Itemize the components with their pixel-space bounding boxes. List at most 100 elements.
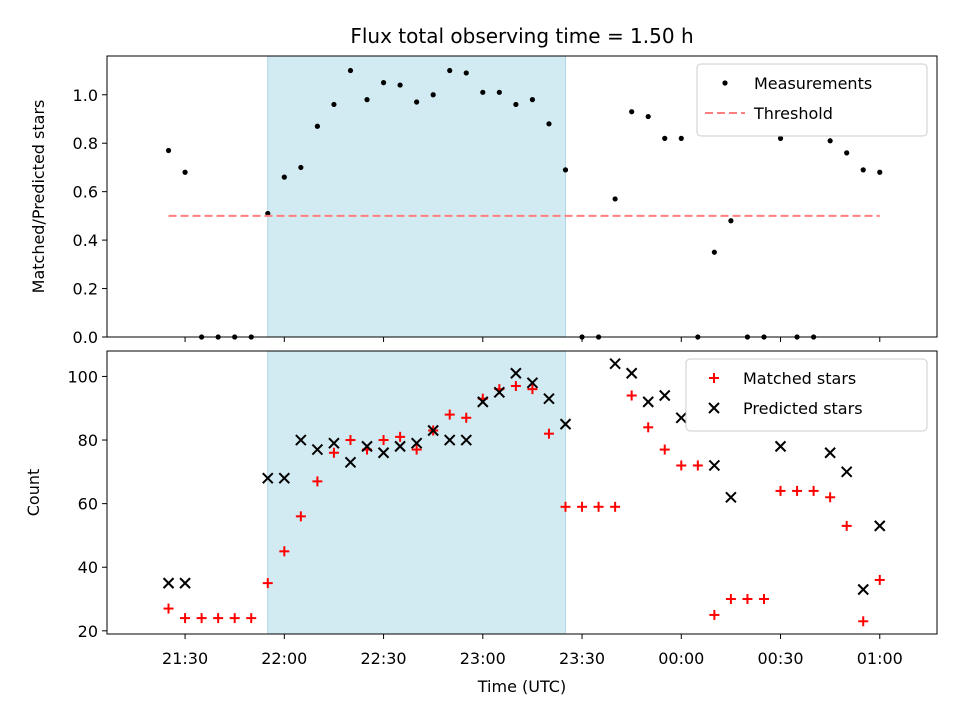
matched-stars-point	[345, 435, 356, 446]
measurement-point	[414, 99, 420, 105]
predicted-stars-point	[559, 418, 572, 430]
shaded-interval	[267, 350, 567, 635]
matched-stars-point	[626, 390, 637, 401]
y-tick-label: 40	[78, 558, 98, 577]
measurement-point	[629, 109, 635, 115]
predicted-stars-point	[394, 440, 406, 453]
predicted-legend-marker	[708, 402, 720, 414]
matched-stars-point	[792, 485, 803, 496]
matched-stars-point	[180, 613, 191, 624]
predicted-stars-point	[328, 437, 340, 449]
matched-stars-point	[262, 578, 273, 589]
matched-stars-point	[213, 613, 224, 624]
legend-label: Matched stars	[743, 369, 856, 388]
matched-stars-point	[229, 613, 240, 624]
predicted-stars-point	[295, 434, 307, 446]
plot-frame	[106, 55, 938, 338]
legend: Matched stars Predicted stars	[685, 358, 928, 432]
y-axis-label: Count	[24, 469, 43, 517]
predicted-stars-point	[344, 456, 357, 468]
matched-stars-point	[246, 613, 257, 624]
legend-label: Threshold	[753, 104, 833, 123]
shaded-interval	[267, 55, 567, 338]
measurement-point	[397, 82, 403, 88]
predicted-stars-point	[510, 367, 522, 379]
predicted-stars-point	[824, 447, 836, 459]
matched-stars-point	[295, 511, 306, 522]
measurement-point	[298, 164, 304, 171]
matched-stars-point	[808, 485, 819, 496]
matched-stars-point	[676, 460, 687, 471]
predicted-stars-point	[262, 472, 274, 484]
measurement-point	[314, 123, 320, 129]
matched-stars-point	[858, 616, 869, 627]
matched-stars-point	[328, 447, 339, 458]
predicted-stars-point	[625, 367, 638, 379]
matched-stars-point	[577, 501, 588, 512]
matched-stars-point	[841, 520, 852, 531]
measurement-point	[265, 210, 271, 217]
predicted-stars-point	[659, 389, 671, 402]
measurement-point	[380, 80, 387, 86]
x-tick-label: 22:00	[261, 649, 307, 668]
matched-stars-point	[163, 603, 174, 614]
y-tick-label: 0.0	[73, 328, 98, 347]
measurement-point	[331, 101, 337, 108]
matched-stars-point	[643, 422, 654, 433]
y-tick-label: 20	[78, 622, 98, 641]
measurement-point	[496, 89, 502, 95]
predicted-stars-point	[840, 466, 853, 478]
matched-stars-point	[692, 460, 703, 471]
predicted-stars-point	[526, 377, 539, 389]
y-tick-label: 100	[67, 367, 98, 386]
predicted-stars-point	[675, 412, 687, 424]
matched-stars-point	[758, 594, 769, 605]
measurement-point	[347, 67, 354, 74]
matched-stars-point	[659, 444, 670, 455]
matched-stars-point	[742, 594, 753, 605]
matched-stars-point	[395, 431, 406, 442]
measurement-point	[364, 97, 370, 103]
top-panel: 0.0 0.2 0.4 0.6 0.8 1.0 Matched/Predicted star…	[29, 55, 938, 347]
measurement-point	[662, 135, 668, 141]
measurement-point	[463, 70, 469, 76]
predicted-stars-point	[377, 447, 390, 459]
y-tick-label: 1.0	[73, 86, 98, 105]
measurement-point	[678, 135, 684, 141]
predicted-stars-point	[477, 396, 489, 408]
matched-stars-point	[461, 412, 472, 423]
measurement-point	[182, 169, 188, 175]
predicted-stars-point	[543, 392, 555, 405]
matched-stars-point	[709, 609, 720, 620]
legend-label: Measurements	[754, 74, 872, 93]
measurement-point	[562, 167, 569, 173]
measurement-point	[529, 97, 536, 103]
matched-stars-point	[279, 546, 290, 557]
legend-label: Predicted stars	[743, 399, 863, 418]
measurement-point	[513, 101, 519, 108]
measurement-point	[165, 147, 172, 154]
matched-stars-point	[444, 409, 455, 420]
bottom-panel: 20 40 60 80 100 21:30 22:00 22:30 23:00 23:30 00:0…	[24, 350, 938, 668]
predicted-stars-point	[361, 440, 373, 453]
x-tick-label: 22:30	[361, 649, 407, 668]
predicted-stars-point	[493, 386, 506, 399]
measurement-point	[711, 249, 717, 255]
predicted-stars-point	[410, 437, 423, 449]
x-axis-label: Time (UTC)	[477, 677, 566, 696]
predicted-stars-point	[162, 577, 175, 589]
matched-stars-point	[411, 444, 422, 455]
matched-stars-point	[725, 594, 736, 605]
legend-box	[685, 358, 928, 432]
measurement-point	[844, 150, 850, 156]
matched-stars-point	[378, 435, 389, 446]
legend-box	[696, 63, 928, 137]
y-tick-label: 0.4	[73, 231, 98, 250]
chart-title: Flux total observing time = 1.50 h	[350, 24, 693, 48]
predicted-stars-point	[708, 459, 721, 472]
x-tick-label: 00:00	[658, 649, 704, 668]
predicted-stars-point	[642, 396, 654, 408]
predicted-stars-point	[311, 443, 324, 456]
measurement-point	[480, 89, 486, 95]
